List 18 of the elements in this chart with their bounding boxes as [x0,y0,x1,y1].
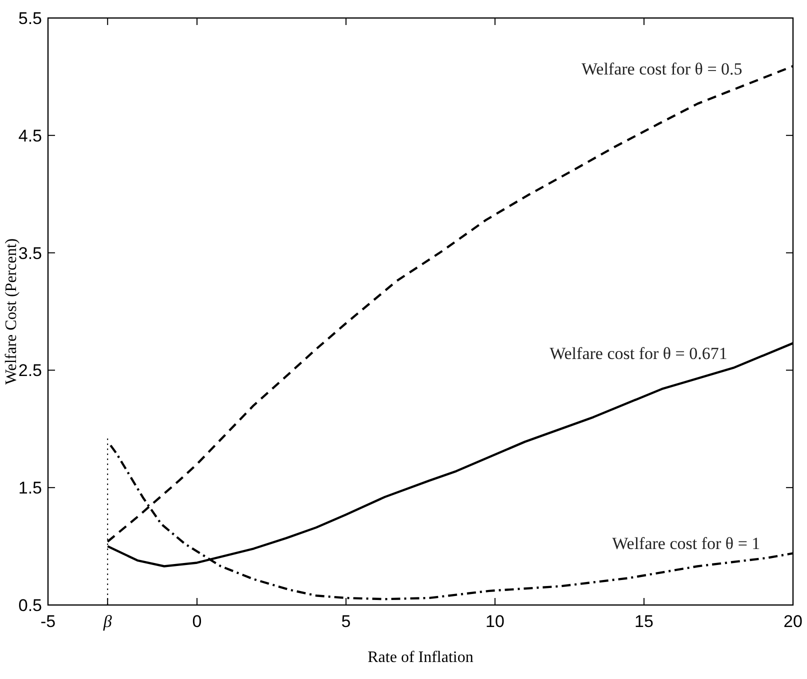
series-label: Welfare cost for θ = 0.5 [581,60,742,79]
x-tick-label: 15 [634,612,654,631]
series-label: Welfare cost for θ = 1 [612,534,760,554]
y-tick-label: 5.5 [18,9,42,28]
y-tick-label: 3.5 [18,244,42,263]
y-axis-title: Welfare Cost (Percent) [3,238,20,385]
y-tick-label: 1.5 [18,478,42,498]
x-axis-title: Rate of Inflation [368,649,474,666]
y-tick-label: 0.5 [18,596,42,615]
x-tick-label: 20 [784,612,802,631]
y-tick-label: 4.5 [18,126,42,146]
x-tick-label: 10 [486,612,504,631]
y-tick-label: 2.5 [18,361,42,380]
x-tick-label: -5 [40,612,56,631]
x-tick-label: 0 [192,612,202,631]
x-tick-label: 5 [341,612,351,631]
x-tick-label: β [102,612,112,631]
series-label: Welfare cost for θ = 0.671 [550,344,728,363]
